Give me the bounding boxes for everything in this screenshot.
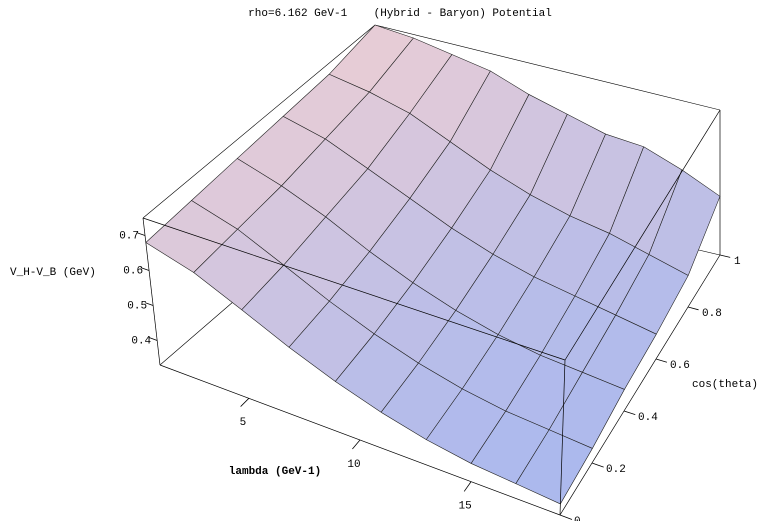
x-tick [240, 398, 250, 407]
y-tick [719, 254, 731, 258]
y-tick [687, 306, 699, 311]
z-tick [148, 337, 158, 341]
chart-title: rho=6.162 GeV-1 (Hybrid - Baryon) Potent… [248, 8, 552, 20]
z-tick-label: 0.4 [131, 335, 151, 347]
x-tick-label: 10 [347, 459, 360, 471]
z-tick-label: 0.6 [123, 265, 143, 277]
box-edge [564, 109, 721, 361]
x-tick-label: 5 [240, 417, 247, 429]
surface-patch [515, 429, 593, 505]
z-axis-label: V_H-V_B (GeV) [10, 267, 96, 279]
y-tick [591, 462, 604, 468]
z-tick [136, 232, 146, 236]
y-tick-label: 0 [574, 516, 581, 521]
y-tick-label: 0.6 [670, 360, 690, 372]
y-tick-label: 0.2 [606, 464, 626, 476]
z-tick [140, 267, 150, 271]
z-tick [144, 302, 154, 306]
box-edge [142, 24, 376, 219]
z-tick-label: 0.7 [119, 230, 139, 242]
x-axis-label: lambda (GeV-1) [229, 466, 321, 478]
box-edge [374, 24, 721, 111]
y-axis-label: cos(theta) [692, 379, 758, 391]
y-tick [623, 410, 636, 416]
box-edge [559, 254, 721, 516]
x-tick [352, 439, 361, 450]
x-tick [463, 481, 472, 492]
y-tick-label: 1 [734, 256, 741, 268]
box-edge [559, 359, 566, 516]
z-tick-label: 0.5 [127, 300, 147, 312]
box-edge [142, 217, 566, 361]
y-tick [655, 358, 668, 363]
y-tick [559, 514, 573, 520]
y-tick-label: 0.4 [638, 412, 658, 424]
y-tick-label: 0.8 [702, 308, 722, 320]
x-tick-label: 15 [459, 501, 472, 513]
